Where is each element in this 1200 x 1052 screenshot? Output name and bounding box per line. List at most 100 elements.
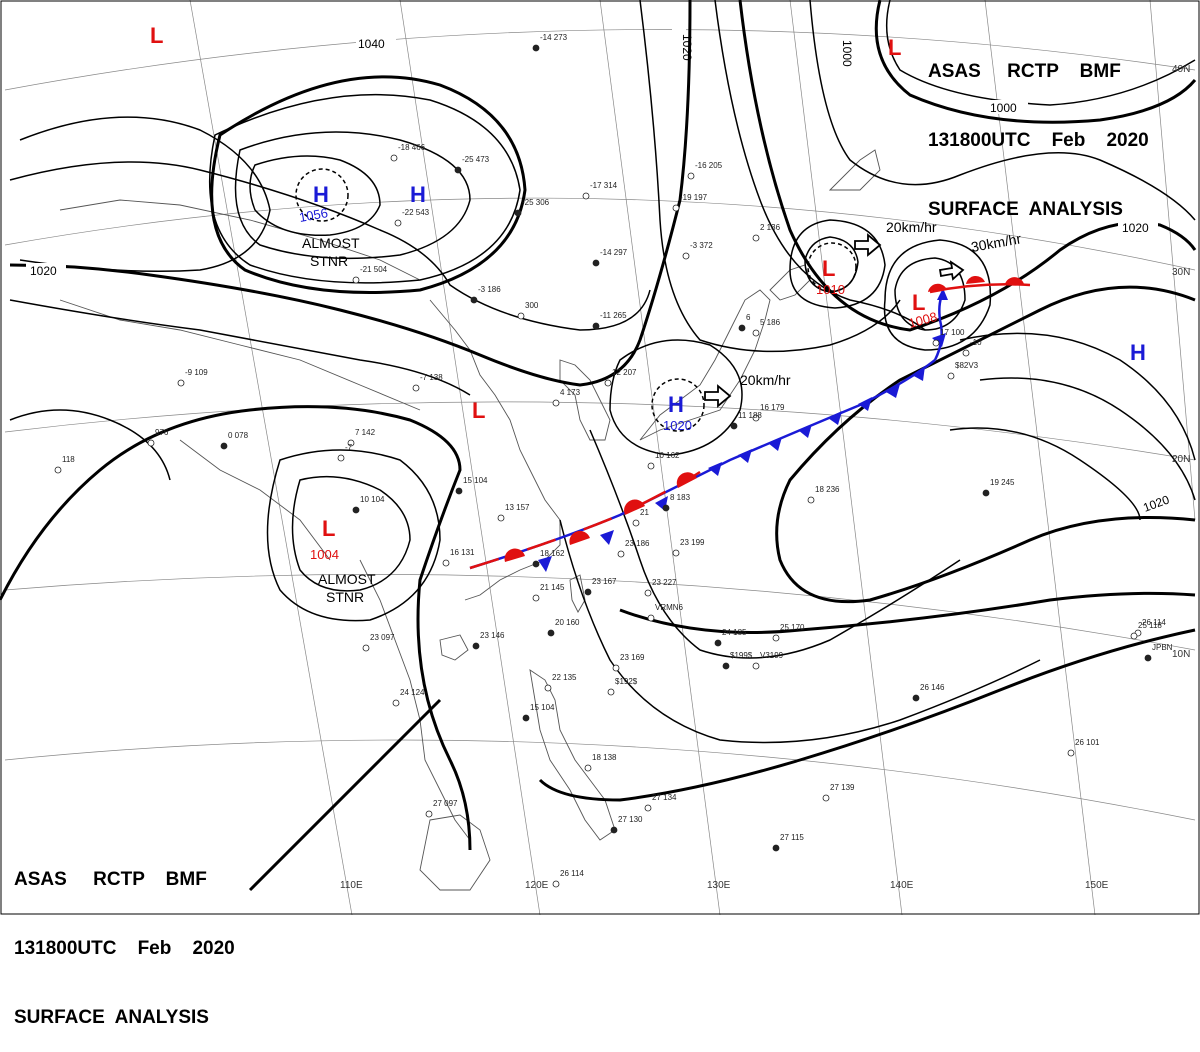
stnr-note: STNR [326, 589, 364, 605]
station-value: $82V3 [955, 361, 979, 370]
center-pressure: 1004 [310, 547, 339, 562]
station-value: 18 162 [540, 549, 565, 558]
stnr-note: ALMOST [302, 235, 360, 251]
station-symbol [352, 276, 360, 284]
center-pressure: 1010 [816, 282, 845, 297]
station-symbol [822, 794, 830, 802]
motion-label: 20km/hr [740, 372, 791, 388]
station-symbol [1144, 654, 1152, 662]
station-value: 12 207 [612, 368, 637, 377]
station-value: 27 097 [433, 799, 458, 808]
station-value: -21 504 [360, 265, 388, 274]
grid-labels: 110E 120E 130E 140E 150E 40N 30N 20N 10N [340, 64, 1190, 891]
station-symbol [644, 589, 652, 597]
station-value: $199$ [730, 651, 753, 660]
station-symbol [472, 642, 480, 650]
station-value: 2 136 [760, 223, 781, 232]
station-symbol [584, 764, 592, 772]
station-symbol [644, 804, 652, 812]
station-value: 23 097 [370, 633, 395, 642]
station-value: 17 100 [940, 328, 965, 337]
station-symbol [662, 504, 670, 512]
station-value: -3 372 [690, 241, 713, 250]
station-symbol [738, 324, 746, 332]
station-symbol [394, 219, 402, 227]
high-symbol: H [1130, 340, 1146, 365]
station-symbol [177, 379, 185, 387]
station-symbol [752, 662, 760, 670]
lon-label: 140E [890, 880, 914, 891]
station-value: 8 183 [670, 493, 691, 502]
isobar-label: 1020 [30, 264, 57, 278]
station-value: 20 160 [555, 618, 580, 627]
header-line: SURFACE ANALYSIS [14, 1007, 209, 1028]
station-value: -25 306 [522, 198, 550, 207]
station-symbol [752, 329, 760, 337]
lat-label: 20N [1172, 454, 1190, 465]
center-pressure: 1056 [298, 205, 329, 225]
station-symbol [455, 487, 463, 495]
motion-arrows [704, 233, 965, 408]
stationary-front [469, 288, 948, 572]
station-symbol [1130, 632, 1138, 640]
station-value: 10 162 [655, 451, 680, 460]
station-value: 23 146 [480, 631, 505, 640]
station-symbol [722, 662, 730, 670]
header-line: ASAS RCTP BMF [14, 869, 207, 890]
station-value: 26 114 [560, 869, 584, 878]
low-symbol: L [822, 256, 835, 281]
station-value: 15 104 [530, 703, 555, 712]
center-circles [295, 168, 857, 432]
station-symbol [392, 699, 400, 707]
station-symbol [962, 349, 970, 357]
station-value: VRMN6 [655, 603, 684, 612]
station-symbol [672, 204, 680, 212]
station-symbol [454, 166, 462, 174]
station-value: 21 145 [540, 583, 565, 592]
station-symbol [362, 644, 370, 652]
isobar-label: 1040 [358, 37, 385, 51]
lon-label: 120E [525, 880, 549, 891]
station-symbol [412, 384, 420, 392]
weather-map: 1040 1020 1020 1000 1020 1020 1000 [0, 0, 1200, 915]
station-value: V3199 [760, 651, 784, 660]
station-value: 16 179 [760, 403, 785, 412]
station-symbol [552, 880, 560, 888]
station-symbol [647, 462, 655, 470]
station-value: -3 186 [478, 285, 501, 294]
center-pressure: 1020 [663, 418, 692, 433]
center-notes: ALMOST STNR ALMOST STNR [302, 235, 376, 605]
station-symbol [682, 252, 690, 260]
low-symbol: L [322, 516, 335, 541]
station-symbol [337, 454, 345, 462]
pressure-centers: L H H L L H L L H L [150, 23, 1146, 541]
pressure-values: 1056 1010 1008 1020 1004 [298, 205, 939, 562]
station-value: 5 186 [760, 318, 781, 327]
station-symbol [552, 399, 560, 407]
station-symbol [54, 466, 62, 474]
station-symbol [544, 684, 552, 692]
station-value: 23 167 [592, 577, 617, 586]
low-symbol: L [150, 23, 163, 48]
lat-label: 10N [1172, 649, 1190, 660]
isobars-thin [9, 0, 1196, 744]
station-value: 18 138 [592, 753, 617, 762]
isobar-label: 1000 [840, 40, 854, 67]
station-symbol [584, 588, 592, 596]
header-top-right: ASAS RCTP BMF 131800UTC Feb 2020 SURFACE… [928, 14, 1149, 244]
station-value: -14 297 [600, 248, 628, 257]
station-value: 4 173 [560, 388, 581, 397]
station-value: 118 [62, 455, 75, 464]
station-value: 18 236 [815, 485, 840, 494]
station-plots: -14 273 -18 466 -22 543 -25 473 -21 504 -17 3… [54, 33, 1173, 888]
station-value: -19 197 [680, 193, 708, 202]
station-value: 25 118 [1138, 621, 1162, 630]
station-value: 21 [640, 508, 649, 517]
station-symbol [522, 714, 530, 722]
station-symbol [390, 154, 398, 162]
station-value: 16 131 [450, 548, 475, 557]
station-symbol [497, 514, 505, 522]
lat-label: 40N [1172, 64, 1190, 75]
station-value: 0 078 [228, 431, 249, 440]
center-pressure: 1008 [907, 309, 939, 331]
